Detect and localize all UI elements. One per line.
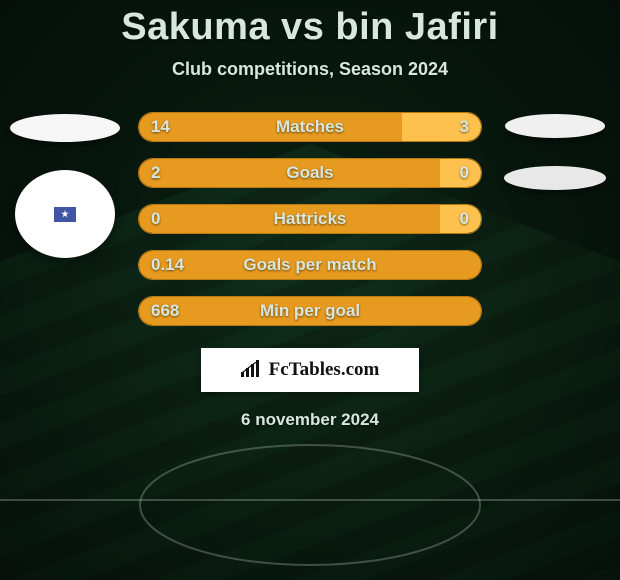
stat-label: Min per goal: [260, 301, 360, 321]
stat-value-left: 0: [151, 209, 160, 229]
stat-value-left: 14: [151, 117, 170, 137]
stat-value-right: 3: [460, 117, 469, 137]
flag-icon: [54, 207, 76, 222]
player-left-badge: [15, 170, 115, 258]
logo-text: FcTables.com: [269, 359, 380, 381]
player-right-placeholder-2: [504, 166, 606, 190]
left-player-col: [0, 112, 130, 258]
right-player-col: [490, 112, 620, 190]
stat-label: Matches: [276, 117, 344, 137]
stat-row: Goals 2 0: [138, 158, 482, 188]
page-subtitle: Club competitions, Season 2024: [172, 59, 448, 80]
stat-value-left: 668: [151, 301, 179, 321]
stat-row: Goals per match 0.14: [138, 250, 482, 280]
stat-label: Hattricks: [274, 209, 347, 229]
signal-icon: [241, 359, 263, 382]
stat-value-left: 2: [151, 163, 160, 183]
date-line: 6 november 2024: [241, 410, 379, 430]
stat-row: Matches 14 3: [138, 112, 482, 142]
stat-row: Hattricks 0 0: [138, 204, 482, 234]
stat-label: Goals per match: [243, 255, 376, 275]
stat-label: Goals: [286, 163, 333, 183]
comparison-rows: Matches 14 3 Goals 2 0 Hattricks 0 0 Goals per ma…: [130, 112, 490, 326]
stat-value-left: 0.14: [151, 255, 184, 275]
page-title: Sakuma vs bin Jafiri: [121, 6, 499, 49]
source-logo: FcTables.com: [201, 348, 419, 392]
player-left-placeholder: [10, 114, 120, 142]
stat-value-right: 0: [460, 209, 469, 229]
stat-segment-left: [139, 113, 402, 141]
player-right-placeholder-1: [505, 114, 605, 138]
stat-segment-right: [402, 113, 481, 141]
stat-row: Min per goal 668: [138, 296, 482, 326]
stat-value-right: 0: [460, 163, 469, 183]
